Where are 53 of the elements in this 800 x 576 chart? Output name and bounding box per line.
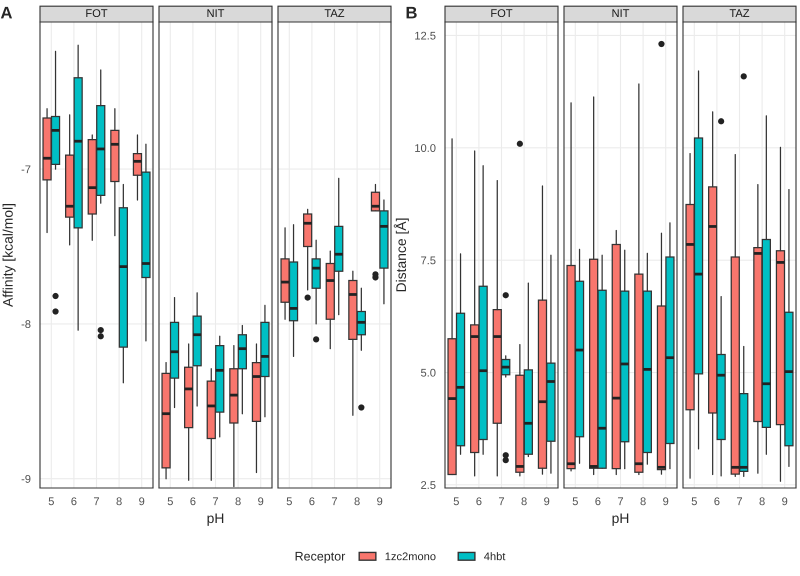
y-tick-label: 12.5 (415, 32, 436, 40)
x-tick-label: 5 (48, 497, 54, 506)
y-tick-label: -8 (22, 320, 30, 328)
y-tick-label: -7 (22, 165, 30, 174)
x-tick-label: 8 (116, 497, 122, 506)
x-tick-label: 6 (309, 497, 314, 506)
x-tick-label: 7 (736, 497, 742, 506)
chart-title: NIT (207, 9, 224, 17)
x-tick-label: 7 (618, 497, 624, 506)
x-tick-label: 7 (212, 497, 218, 506)
y-tick-label: 5.0 (420, 368, 436, 377)
x-axis-title: pH (612, 513, 628, 526)
chart-title: NIT (612, 9, 630, 17)
y-axis-title: Distance [Å] (394, 218, 409, 292)
x-tick-label: 8 (759, 497, 765, 506)
x-tick-label: 5 (572, 497, 578, 506)
chart-title: FOT (86, 9, 108, 18)
x-tick-label: 9 (139, 497, 144, 506)
x-tick-label: 7 (332, 497, 338, 506)
text: B (406, 6, 417, 18)
x-tick-label: 7 (498, 497, 504, 506)
x-tick-label: 5 (168, 497, 173, 506)
x-tick-label: 9 (663, 497, 668, 506)
x-tick-label: 8 (235, 497, 241, 506)
chart-title: TAZ (324, 9, 344, 17)
y-tick-label: 10.0 (415, 144, 436, 152)
y-tick-label: 2.5 (421, 481, 436, 489)
chart-title: FOT (491, 9, 512, 18)
legend-label: 1zc2mono (386, 552, 436, 560)
legend-title: Receptor (296, 552, 346, 564)
chart-title: TAZ (730, 9, 750, 17)
x-tick-label: 9 (258, 497, 264, 506)
x-axis-title: pH (208, 513, 224, 526)
x-tick-label: 6 (71, 497, 76, 506)
x-tick-label: 6 (714, 497, 720, 506)
x-tick-label: 5 (286, 497, 292, 506)
x-tick-label: 6 (595, 497, 600, 506)
x-tick-label: 9 (782, 497, 788, 506)
legend-label: 4hbt (484, 552, 506, 560)
y-axis-title: Affinity [kcal/mol] (2, 204, 16, 307)
x-tick-label: 8 (354, 497, 360, 506)
x-tick-label: 5 (692, 497, 697, 506)
x-tick-label: 7 (94, 497, 100, 506)
x-tick-label: 6 (190, 497, 196, 506)
text: A (0, 6, 12, 18)
x-tick-label: 8 (640, 497, 646, 506)
x-tick-label: 8 (521, 497, 527, 506)
x-tick-label: 5 (454, 497, 459, 506)
y-tick-label: -9 (22, 474, 30, 483)
y-tick-label: 7.5 (421, 256, 436, 264)
x-tick-label: 9 (377, 497, 382, 506)
x-tick-label: 6 (476, 497, 482, 506)
x-tick-label: 9 (544, 497, 550, 506)
